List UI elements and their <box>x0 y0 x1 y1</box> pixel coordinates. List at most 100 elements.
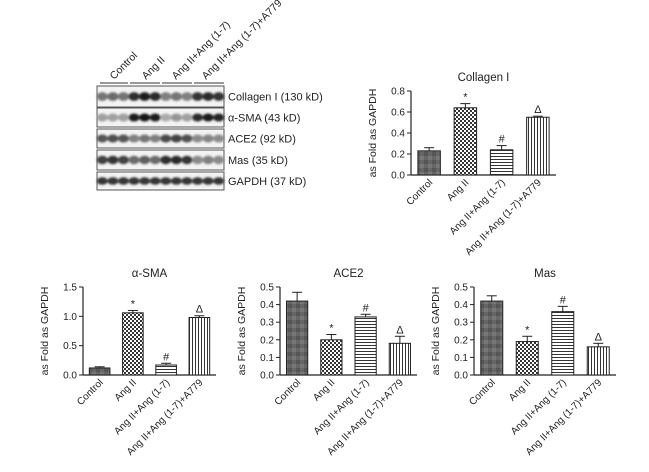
y-tick-label: 0.2 <box>260 335 274 346</box>
blot-band <box>170 113 182 122</box>
bar <box>489 149 514 176</box>
y-tick-label: 0.0 <box>454 371 468 382</box>
blot-band <box>213 155 225 165</box>
blot-band <box>170 177 182 185</box>
bar <box>586 346 610 376</box>
bar <box>155 364 177 376</box>
y-axis-label: as Fold as GAPDH <box>236 287 248 376</box>
blot-band <box>192 155 204 165</box>
blot-band <box>192 113 204 122</box>
blot-band <box>107 113 119 122</box>
y-tick-label: 0.2 <box>391 150 405 161</box>
bar <box>480 300 504 376</box>
blot-band <box>96 177 108 185</box>
bar-chart: ACE2 as Fold as GAPDH 0.0 0.1 0.2 0.3 0.4 0.5 Co… <box>236 268 417 458</box>
blot-band <box>170 155 182 165</box>
bar <box>453 107 478 176</box>
blot-band <box>149 134 161 143</box>
blot-band <box>160 177 172 185</box>
blot-band <box>96 155 108 165</box>
category-label: Control <box>467 377 498 408</box>
y-tick-label: 0.6 <box>391 108 405 119</box>
blot-band <box>128 134 140 143</box>
blot-band <box>170 92 182 101</box>
bar <box>354 316 377 376</box>
y-tick-label: 1.0 <box>63 312 77 323</box>
significance-marker: # <box>499 134 506 146</box>
blot-band <box>181 155 193 165</box>
blot-band <box>202 134 214 143</box>
bar <box>122 312 144 376</box>
chart-title: ACE2 <box>333 268 363 280</box>
blot-band <box>117 134 129 143</box>
blot-band <box>160 113 172 122</box>
blot-band <box>139 177 151 185</box>
y-tick-label: 0.0 <box>260 371 274 382</box>
blot-band <box>181 92 193 101</box>
category-label: Ang II <box>445 177 471 203</box>
blot-band <box>149 92 161 101</box>
bar <box>526 116 550 176</box>
y-tick-label: 0.4 <box>260 300 274 311</box>
blot-band <box>202 177 214 185</box>
blot-row: ACE2 (92 kD) <box>96 128 296 149</box>
bar <box>515 341 539 376</box>
chart-title: Collagen I <box>458 72 510 84</box>
blot-band <box>181 134 193 143</box>
blot-protein-label: ACE2 (92 kD) <box>228 134 296 146</box>
blot-band <box>128 155 140 165</box>
blot-row: Mas (35 kD) <box>96 149 288 171</box>
chart-title: Mas <box>534 268 556 280</box>
bar-chart: Mas as Fold as GAPDH 0.0 0.1 0.2 0.3 0.4 0.5 Con… <box>430 268 616 458</box>
bar-chart: α-SMA as Fold as GAPDH 0.0 0.5 1.0 1.5 Control… <box>39 268 216 458</box>
blot-band <box>149 155 161 165</box>
significance-marker: # <box>163 351 170 363</box>
category-label: Control <box>75 377 106 408</box>
y-axis-label: as Fold as GAPDH <box>39 287 51 376</box>
blot-band <box>160 155 172 165</box>
y-axis-label: as Fold as GAPDH <box>430 287 442 376</box>
category-label: Ang II <box>311 377 337 403</box>
y-tick-label: 0.5 <box>260 283 274 294</box>
blot-protein-label: GAPDH (37 kD) <box>228 176 306 188</box>
y-tick-label: 0.4 <box>391 129 405 140</box>
blot-group-label: Control <box>108 50 140 82</box>
blot-protein-label: α-SMA (43 kD) <box>228 113 300 125</box>
blot-band <box>202 155 214 165</box>
y-tick-label: 0.4 <box>454 300 468 311</box>
y-tick-label: 0.1 <box>260 353 274 364</box>
significance-marker: Δ <box>595 331 603 343</box>
blot-band <box>202 92 214 101</box>
blot-protein-label: Collagen I (130 kD) <box>228 92 323 104</box>
blot-band <box>128 92 140 101</box>
blot-band <box>181 177 193 185</box>
blot-band <box>139 134 151 143</box>
y-tick-label: 0.0 <box>63 371 77 382</box>
blot-band <box>181 113 193 122</box>
blot-band <box>192 134 204 143</box>
significance-marker: * <box>131 298 136 310</box>
y-tick-label: 0.3 <box>260 318 274 329</box>
significance-marker: * <box>329 323 334 335</box>
y-tick-label: 0.1 <box>454 353 468 364</box>
y-tick-label: 0.5 <box>454 283 468 294</box>
blot-band <box>139 92 151 101</box>
blot-row: Collagen I (130 kD) <box>96 85 323 108</box>
blot-band <box>96 92 108 101</box>
bar <box>286 300 309 376</box>
blot-band <box>213 113 225 122</box>
y-tick-label: 0.3 <box>454 318 468 329</box>
category-label: Ang II <box>113 377 139 403</box>
blot-band <box>160 92 172 101</box>
blot-band <box>117 113 129 122</box>
blot-band <box>96 134 108 143</box>
bar-chart: Collagen I as Fold as GAPDH 0.0 0.2 0.4 0.6 0.… <box>367 72 556 258</box>
category-label: Ang II+Ang (1-7)+A779 <box>463 177 544 258</box>
blot-band <box>213 92 225 101</box>
blot-band <box>117 92 129 101</box>
blot-band <box>117 155 129 165</box>
significance-marker: Δ <box>196 304 204 316</box>
bar <box>188 317 211 376</box>
